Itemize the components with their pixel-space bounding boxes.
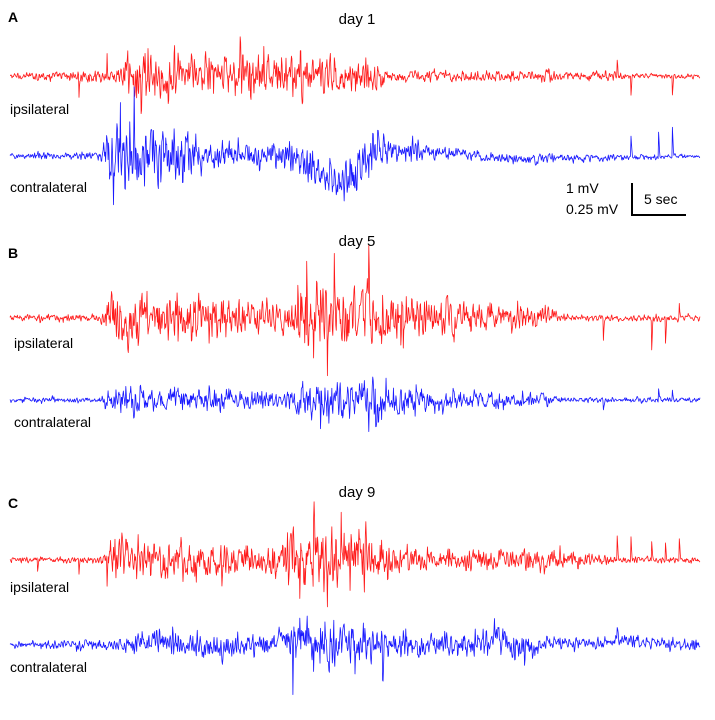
scale-bar-time: 5 sec — [644, 191, 677, 207]
panel-c-contralateral-trace — [9, 615, 701, 696]
panel-a-contralateral-trace — [9, 86, 701, 206]
panel-letter-b: B — [8, 245, 18, 261]
panel-c-ipsilateral-trace — [9, 501, 701, 608]
panel-c-contralateral-line — [9, 615, 701, 696]
panel-b-contralateral-label: contralateral — [14, 414, 91, 430]
panel-b-ipsilateral-line — [9, 245, 701, 377]
panel-b-ipsilateral-label: ipsilateral — [14, 335, 73, 351]
scale-bar-voltage-ipsilateral: 1 mV — [566, 180, 599, 196]
panel-c-title: day 9 — [339, 484, 376, 501]
panel-a-contralateral-label: contralateral — [10, 179, 87, 195]
panel-c-contralateral-label: contralateral — [10, 659, 87, 675]
panel-c-ipsilateral-label: ipsilateral — [10, 579, 69, 595]
scale-bar-lines — [631, 183, 686, 216]
panel-c-ipsilateral-line — [9, 501, 701, 608]
panel-a-ipsilateral-trace — [9, 36, 701, 115]
panel-b-contralateral-line — [9, 376, 701, 432]
panel-a-ipsilateral-line — [9, 36, 701, 115]
panel-letter-c: C — [8, 495, 18, 511]
scale-bar: 1 mV 0.25 mV 5 sec — [566, 180, 686, 217]
panel-a-title: day 1 — [339, 11, 376, 28]
panel-b-ipsilateral-trace — [9, 245, 701, 377]
panel-b-contralateral-trace — [9, 376, 701, 432]
panel-b-title: day 5 — [339, 233, 376, 250]
scale-bar-voltage-contralateral: 0.25 mV — [566, 201, 619, 217]
panel-a-ipsilateral-label: ipsilateral — [10, 101, 69, 117]
panel-letter-a: A — [8, 9, 18, 25]
panel-a-contralateral-line — [9, 86, 701, 206]
